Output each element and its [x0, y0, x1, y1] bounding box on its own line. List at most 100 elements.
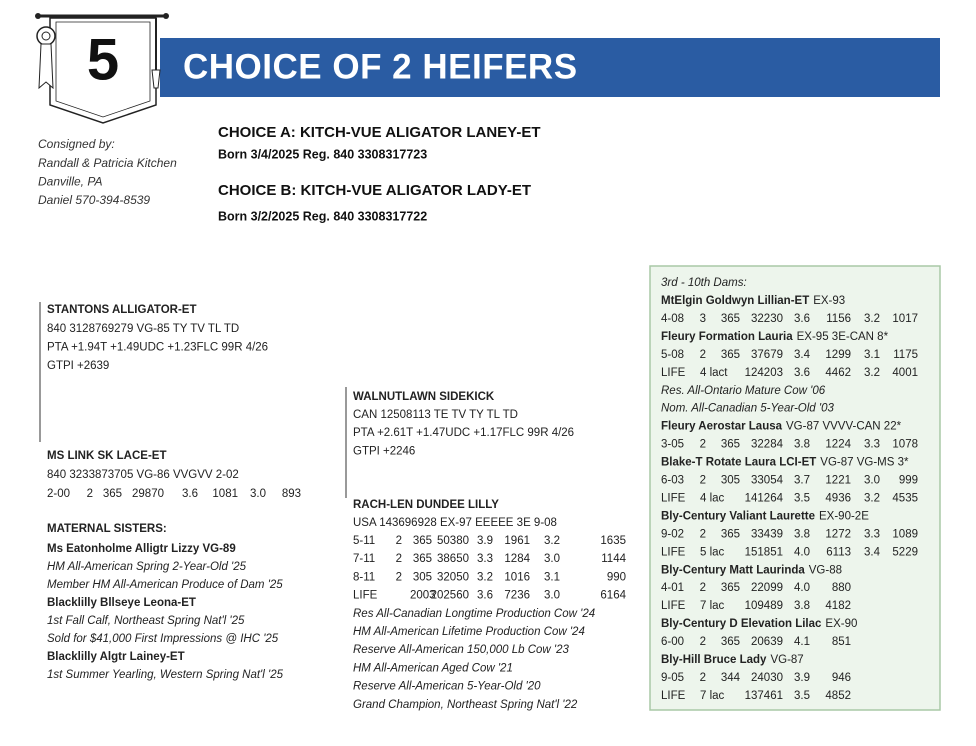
record-cell: 7236 — [504, 590, 530, 602]
record-cell: 3.5 — [794, 492, 810, 504]
record-cell: 365 — [413, 553, 432, 565]
record-cell: 4.0 — [794, 582, 810, 594]
record-cell: 4-01 — [661, 582, 684, 594]
record-cell: 3.6 — [477, 590, 493, 602]
consignor-line: Danville, PA — [38, 175, 102, 189]
dam-ancestor-name: Fleury Aerostar Lausa — [661, 421, 783, 433]
record-cell: 1078 — [892, 439, 918, 451]
granddam-note: Res All-Canadian Longtime Production Cow… — [353, 608, 595, 620]
record-cell: 3.5 — [794, 690, 810, 702]
record-cell: 1017 — [892, 313, 918, 325]
sire-of-dam-line: CAN 12508113 TE TV TY TL TD — [353, 409, 518, 421]
record-cell: 1284 — [504, 553, 530, 565]
record-cell: LIFE — [661, 546, 686, 558]
record-cell: 3.7 — [794, 475, 810, 487]
granddam-name: RACH-LEN DUNDEE LILLY — [353, 499, 499, 511]
record-cell: 1299 — [825, 349, 851, 361]
record-cell: 1175 — [893, 349, 918, 361]
record-cell: 946 — [832, 672, 851, 684]
record-cell: 4-08 — [661, 313, 684, 325]
sister-name: Ms Eatonholme Alligtr Lizzy VG-89 — [47, 543, 236, 555]
record-cell: 1221 — [825, 475, 851, 487]
sire-of-dam-line: PTA +2.61T +1.47UDC +1.17FLC 99R 4/26 — [353, 427, 574, 439]
record-cell: 7-11 — [353, 553, 375, 565]
record-cell: LIFE — [353, 590, 378, 602]
dam-ancestor-name: Bly-Century Matt Laurinda — [661, 564, 805, 576]
sire-line: 840 3128769279 VG-85 TY TV TL TD — [47, 323, 239, 335]
record-cell: 2-00 — [47, 488, 70, 500]
record-cell: 6-00 — [661, 636, 684, 648]
dam-ancestor-name: Bly-Hill Bruce Lady — [661, 654, 767, 666]
dam-ancestor-score: VG-88 — [809, 564, 842, 576]
dam-ancestor-score: VG-87 VG-MS 3* — [820, 457, 909, 469]
sisters-heading: MATERNAL SISTERS: — [47, 523, 167, 535]
record-cell: 3.4 — [864, 546, 881, 558]
record-cell: 4 lac — [700, 492, 725, 504]
record-cell: 6113 — [826, 546, 851, 558]
record-cell: 9-02 — [661, 528, 684, 540]
record-cell: 32050 — [437, 571, 469, 583]
dam-line: 840 3233873705 VG-86 VVGVV 2-02 — [47, 469, 239, 481]
choice-info: Born 3/2/2025 Reg. 840 3308317722 — [218, 209, 427, 223]
record-cell: 29870 — [132, 488, 164, 500]
record-cell: 5 lac — [700, 546, 725, 558]
record-cell: 2 — [396, 553, 402, 565]
dam-ancestor-score: EX-95 3E-CAN 8* — [797, 331, 889, 343]
record-cell: 1144 — [601, 553, 626, 565]
record-cell: 365 — [721, 528, 740, 540]
record-cell: 3.1 — [544, 571, 560, 583]
dam-ancestor-name: MtElgin Goldwyn Lillian-ET — [661, 295, 809, 307]
record-cell: 2 — [87, 488, 93, 500]
dam-ancestor-score: EX-93 — [813, 295, 845, 307]
record-cell: 5-11 — [353, 535, 375, 547]
record-cell: 9-05 — [661, 672, 684, 684]
record-cell: 3.2 — [864, 313, 880, 325]
record-cell: 3.8 — [794, 439, 810, 451]
record-cell: 141264 — [745, 492, 784, 504]
dam-ancestor-note: Res. All-Ontario Mature Cow '06 — [661, 385, 826, 397]
record-cell: 202560 — [431, 590, 469, 602]
record-cell: 5229 — [892, 546, 918, 558]
record-cell: 3.0 — [544, 553, 560, 565]
granddam-note: Reserve All-American 150,000 Lb Cow '23 — [353, 644, 570, 656]
consignor-line: Daniel 570-394-8539 — [38, 193, 150, 207]
record-cell: 7 lac — [700, 600, 725, 612]
record-cell: 3.3 — [864, 439, 880, 451]
sister-note: Sold for $41,000 First Impressions @ IHC… — [47, 633, 279, 645]
record-cell: 4.1 — [794, 636, 810, 648]
record-cell: 4462 — [825, 367, 851, 379]
record-cell: 365 — [721, 636, 740, 648]
record-cell: 305 — [413, 571, 432, 583]
record-cell: 3 — [700, 313, 706, 325]
dam-ancestor-name: Bly-Century Valiant Laurette — [661, 510, 815, 522]
dams-heading: 3rd - 10th Dams: — [661, 277, 747, 289]
dam-ancestor-name: Bly-Century D Elevation Lilac — [661, 618, 822, 630]
sire-line: GTPI +2639 — [47, 360, 109, 372]
dam-ancestor-score: VG-87 — [770, 654, 803, 666]
record-cell: 365 — [721, 349, 740, 361]
sister-name: Blacklilly Bllseye Leona-ET — [47, 597, 196, 609]
granddam-line: USA 143696928 EX-97 EEEEE 3E 9-08 — [353, 517, 557, 529]
sister-name: Blacklilly Algtr Lainey-ET — [47, 651, 185, 663]
record-cell: 3.0 — [544, 590, 560, 602]
dam-ancestor-score: EX-90 — [825, 618, 857, 630]
record-cell: 20639 — [751, 636, 783, 648]
record-cell: LIFE — [661, 600, 686, 612]
record-cell: 2 — [700, 672, 706, 684]
record-cell: 3.2 — [864, 492, 880, 504]
record-cell: LIFE — [661, 367, 686, 379]
lot-number: 5 — [87, 27, 119, 92]
dam-ancestor-name: Blake-T Rotate Laura LCI-ET — [661, 457, 816, 469]
sire-of-dam-name: WALNUTLAWN SIDEKICK — [353, 391, 495, 403]
record-cell: 3.8 — [794, 600, 810, 612]
sister-note: 1st Summer Yearling, Western Spring Nat'… — [47, 669, 284, 681]
record-cell: 1635 — [600, 535, 626, 547]
granddam-note: Grand Champion, Northeast Spring Nat'l '… — [353, 699, 578, 711]
dam-ancestor-name: Fleury Formation Lauria — [661, 331, 793, 343]
record-cell: 365 — [413, 535, 432, 547]
record-cell: 109489 — [745, 600, 783, 612]
record-cell: 32230 — [751, 313, 783, 325]
record-cell: 3.6 — [794, 313, 810, 325]
record-cell: 3.0 — [250, 488, 266, 500]
